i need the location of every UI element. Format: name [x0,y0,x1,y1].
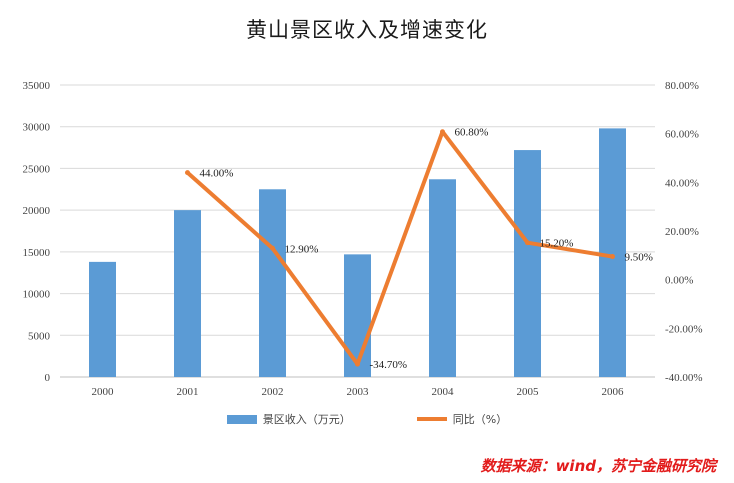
legend-label-growth: 同比（%） [452,413,508,426]
legend: 景区收入（万元） 同比（%） [0,411,734,427]
legend-swatch-bar [226,414,257,424]
left-tick-label: 30000 [23,122,51,134]
x-tick-label: 2000 [92,386,115,398]
left-tick-label: 10000 [23,289,51,301]
right-tick-label: 20.00% [665,226,699,238]
x-axis-labels: 2000 2001 2002 2003 2004 2005 2006 [92,386,625,398]
growth-point [525,240,530,246]
growth-data-label: 44.00% [200,168,234,180]
left-tick-label: 25000 [23,163,51,175]
x-tick-label: 2005 [517,386,540,398]
growth-data-label: 60.80% [455,127,489,139]
revenue-bar [259,189,286,377]
revenue-bar [174,210,201,377]
chart-title: 黄山景区收入及增速变化 [246,18,488,42]
right-axis: -40.00% -20.00% 0.00% 20.00% 40.00% 60.00% 80.… [665,80,703,384]
x-tick-label: 2001 [177,386,199,398]
left-tick-label: 20000 [23,205,51,217]
left-tick-label: 0 [45,372,51,384]
left-axis: 0 5000 10000 15000 20000 25000 30000 35000 [23,80,51,384]
x-tick-label: 2006 [602,386,625,398]
growth-point [270,245,275,251]
x-tick-label: 2003 [347,386,370,398]
left-tick-label: 35000 [23,80,51,92]
growth-point [440,129,445,135]
revenue-bar [429,179,456,377]
bars-series [89,128,626,377]
legend-label-revenue: 景区收入（万元） [262,413,351,426]
growth-point [185,170,190,176]
source-note: 数据来源：wind，苏宁金融研究院 [480,457,716,475]
left-tick-label: 5000 [28,330,51,342]
right-tick-label: 80.00% [665,80,699,92]
revenue-bar [599,128,626,377]
growth-line [185,129,615,367]
growth-line-series [185,129,615,367]
x-tick-label: 2002 [262,386,284,398]
revenue-bar [344,254,371,377]
right-tick-label: -40.00% [665,372,703,384]
growth-point [610,254,615,260]
revenue-bar [89,261,116,377]
legend-swatch-line [416,417,447,421]
legend-item-revenue: 景区收入（万元） [226,411,351,427]
revenue-bar [514,150,541,377]
right-tick-label: 40.00% [665,177,699,189]
x-tick-label: 2004 [432,386,455,398]
growth-data-label: 9.50% [625,252,653,264]
right-tick-label: 60.00% [665,129,699,141]
right-tick-label: -20.00% [665,323,703,335]
growth-data-labels: 44.00% 12.90% -34.70% 60.80% 15.20% 9.50% [200,127,653,371]
growth-point [355,361,360,367]
growth-data-label: 12.90% [285,243,319,255]
growth-data-label: 15.20% [540,238,574,250]
growth-data-label: -34.70% [370,359,408,371]
legend-item-growth: 同比（%） [416,411,508,427]
left-tick-label: 15000 [23,247,51,259]
right-tick-label: 0.00% [665,275,693,287]
